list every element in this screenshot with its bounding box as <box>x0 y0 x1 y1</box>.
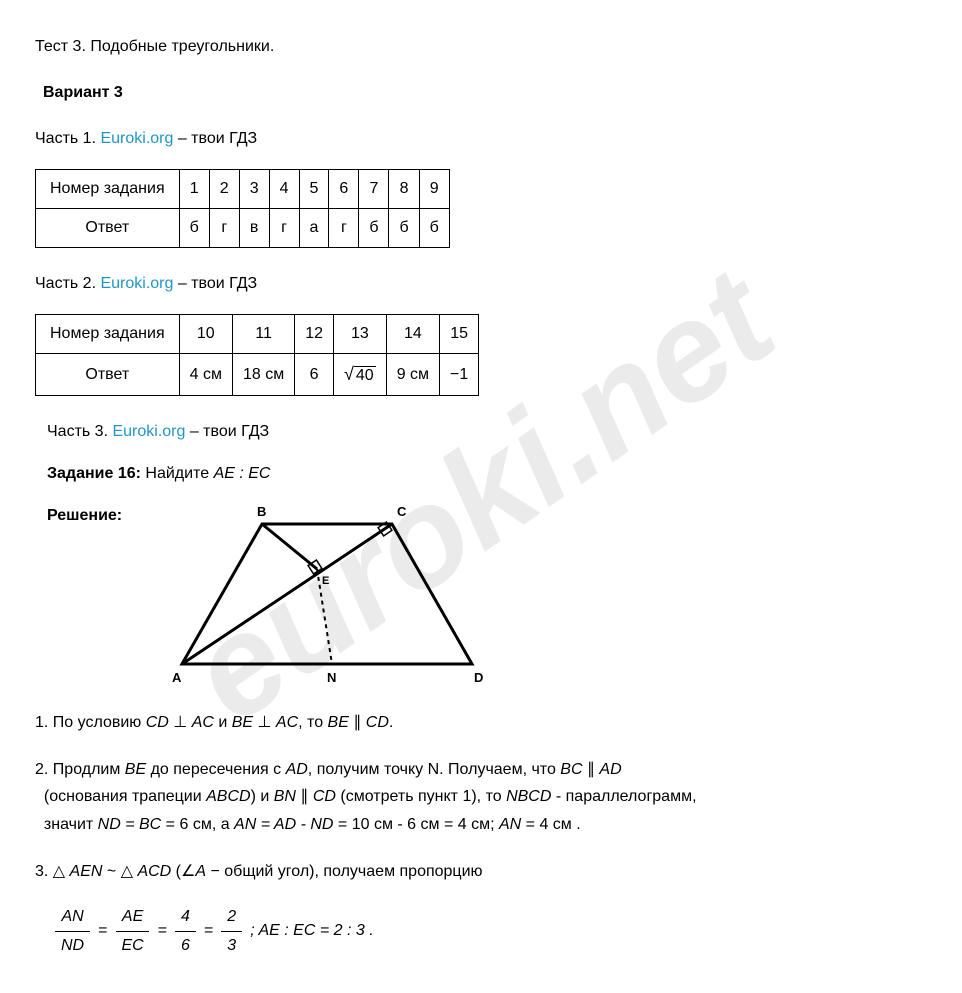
part3-link: Euroki.org <box>112 423 185 440</box>
eq2: = <box>158 919 167 943</box>
frac-tail: ; AE : EC = 2 : 3 . <box>250 919 373 943</box>
table2-a0: 4 см <box>179 354 232 396</box>
table1-a1: г <box>209 209 239 248</box>
table1-h8: 9 <box>419 170 449 209</box>
table1-h0: 1 <box>179 170 209 209</box>
table2-answer-label: Ответ <box>36 354 180 396</box>
solution-step-3: 3. △ AEN ~ △ ACD (∠A − общий угол), полу… <box>35 858 927 885</box>
proportion-equation: AN ND = AE EC = 4 6 = 2 3 ; AE : EC = 2 … <box>55 905 927 958</box>
trapezoid-diagram: A B C D N E <box>162 504 492 689</box>
table1-a3: г <box>269 209 299 248</box>
table1-a7: б <box>389 209 419 248</box>
part3-prefix: Часть 3. <box>47 423 112 440</box>
svg-text:B: B <box>257 504 266 519</box>
task16-label: Задание 16: Найдите AE : EC <box>47 462 927 486</box>
table1-answer-label: Ответ <box>36 209 180 248</box>
table1-a8: б <box>419 209 449 248</box>
solution-step-2: 2. Продлим BE до пересечения с AD, получ… <box>35 756 927 838</box>
task16-bold: Задание 16: <box>47 465 141 482</box>
table1-a4: а <box>299 209 329 248</box>
svg-text:D: D <box>474 670 483 685</box>
svg-text:A: A <box>172 670 182 685</box>
table2-h1: 11 <box>232 315 294 354</box>
solution-label: Решение: <box>47 504 122 528</box>
table2-h4: 14 <box>386 315 439 354</box>
frac-4: 2 3 <box>221 905 242 958</box>
page-content: Тест 3. Подобные треугольники. Вариант 3… <box>35 35 927 958</box>
frac3-num: 4 <box>175 905 196 932</box>
page-title: Тест 3. Подобные треугольники. <box>35 35 927 59</box>
table1-a6: б <box>359 209 389 248</box>
frac4-den: 3 <box>221 932 242 958</box>
table1-h4: 5 <box>299 170 329 209</box>
answers-table-1: Номер задания 1 2 3 4 5 6 7 8 9 Ответ б … <box>35 169 450 248</box>
table1-h1: 2 <box>209 170 239 209</box>
solution-step-1: 1. По условию CD ⊥ AC и BE ⊥ AC, то BE ∥… <box>35 709 927 736</box>
part2-header: Часть 2. Euroki.org – твои ГДЗ <box>35 272 927 296</box>
table1-h6: 7 <box>359 170 389 209</box>
frac-3: 4 6 <box>175 905 196 958</box>
table2-h3: 13 <box>334 315 387 354</box>
frac1-num: AN <box>55 905 89 932</box>
part3-suffix: – твои ГДЗ <box>185 423 269 440</box>
table2-h5: 15 <box>440 315 479 354</box>
eq1: = <box>98 919 107 943</box>
svg-text:E: E <box>322 575 329 587</box>
table1-row-label: Номер задания <box>36 170 180 209</box>
part3-header: Часть 3. Euroki.org – твои ГДЗ <box>47 420 927 444</box>
variant-label: Вариант 3 <box>43 81 927 105</box>
part2-link: Euroki.org <box>100 275 173 292</box>
frac4-num: 2 <box>221 905 242 932</box>
task16-text: Найдите <box>141 465 214 482</box>
part2-prefix: Часть 2. <box>35 275 100 292</box>
table2-a1: 18 см <box>232 354 294 396</box>
table1-a2: в <box>239 209 269 248</box>
table1-h5: 6 <box>329 170 359 209</box>
table1-h2: 3 <box>239 170 269 209</box>
part2-suffix: – твои ГДЗ <box>173 275 257 292</box>
table1-a0: б <box>179 209 209 248</box>
table1-h3: 4 <box>269 170 299 209</box>
table1-a5: г <box>329 209 359 248</box>
svg-text:C: C <box>397 504 407 519</box>
svg-text:N: N <box>327 670 336 685</box>
table2-h0: 10 <box>179 315 232 354</box>
table2-h2: 12 <box>295 315 334 354</box>
table2-a2: 6 <box>295 354 334 396</box>
table1-h7: 8 <box>389 170 419 209</box>
frac3-den: 6 <box>175 932 196 958</box>
table2-a5: −1 <box>440 354 479 396</box>
table2-row-label: Номер задания <box>36 315 180 354</box>
task16-ratio: AE : EC <box>214 465 271 482</box>
table2-a4: 9 см <box>386 354 439 396</box>
eq3: = <box>204 919 213 943</box>
frac1-den: ND <box>55 932 90 958</box>
part1-prefix: Часть 1. <box>35 130 100 147</box>
frac2-den: EC <box>115 932 149 958</box>
part1-link: Euroki.org <box>100 130 173 147</box>
frac2-num: AE <box>116 905 149 932</box>
part1-header: Часть 1. Euroki.org – твои ГДЗ <box>35 127 927 151</box>
answers-table-2: Номер задания 10 11 12 13 14 15 Ответ 4 … <box>35 314 479 396</box>
table2-a3: √40 <box>334 354 387 396</box>
part1-suffix: – твои ГДЗ <box>173 130 257 147</box>
frac-1: AN ND <box>55 905 90 958</box>
solution-row: Решение: A B C D N E <box>47 504 927 689</box>
frac-2: AE EC <box>115 905 149 958</box>
